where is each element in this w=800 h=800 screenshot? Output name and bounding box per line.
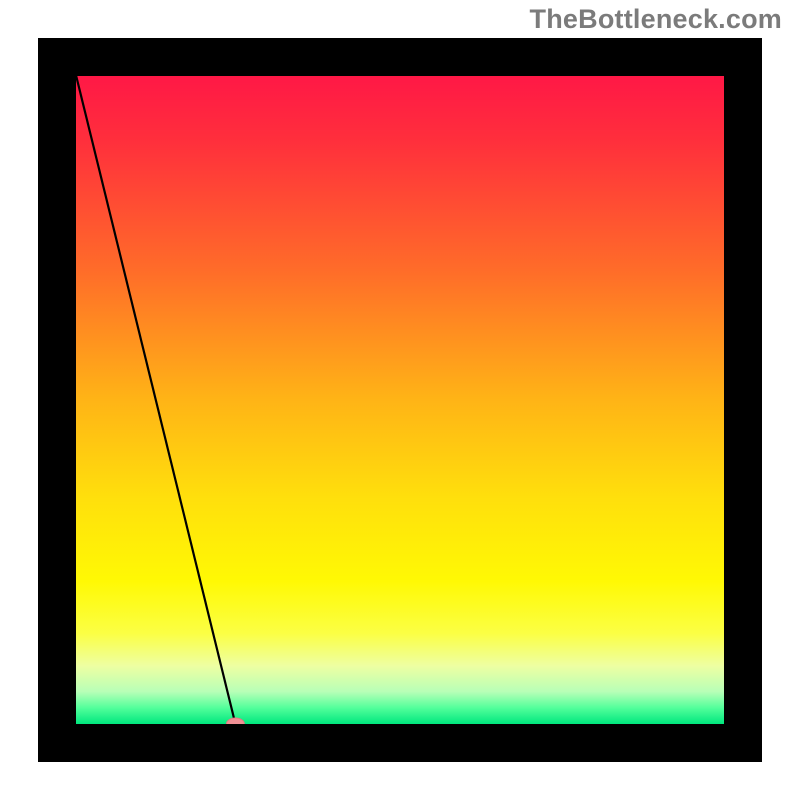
watermark-label: TheBottleneck.com: [530, 4, 782, 35]
chart-svg: [0, 0, 800, 800]
figure-root: TheBottleneck.com: [0, 0, 800, 800]
